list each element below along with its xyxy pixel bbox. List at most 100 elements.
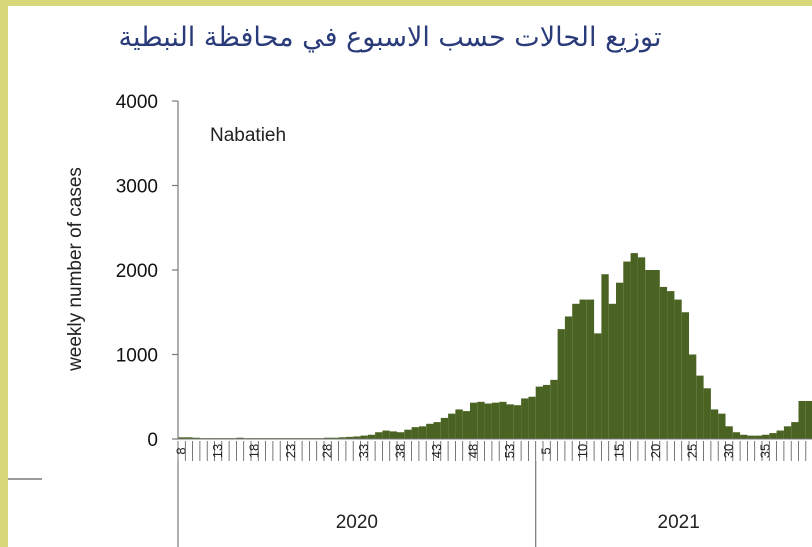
bar: [338, 437, 346, 439]
bar: [696, 375, 704, 439]
bar: [433, 422, 441, 439]
bar: [703, 388, 711, 439]
x-week-label: 20: [648, 444, 663, 458]
bar: [637, 257, 646, 439]
bar: [236, 437, 244, 439]
bar: [550, 379, 558, 439]
x-week-label: 18: [247, 444, 262, 458]
bar: [674, 299, 682, 439]
bar: [470, 402, 478, 439]
bar: [586, 299, 595, 439]
x-week-label: 43: [429, 444, 444, 458]
y-tick-label: 3000: [116, 177, 158, 198]
bar: [477, 401, 485, 439]
bar: [762, 434, 770, 439]
y-tick-label: 0: [147, 430, 158, 451]
x-week-label: 48: [466, 444, 481, 458]
bar: [506, 404, 514, 439]
x-week-label: 23: [283, 444, 298, 458]
bar: [557, 329, 565, 439]
y-tick-label: 4000: [116, 92, 158, 113]
bar: [462, 411, 470, 439]
bar: [564, 316, 573, 439]
x-week-label: 30: [721, 444, 736, 458]
bar: [360, 435, 368, 439]
bar: [791, 422, 799, 439]
x-week-label: 5: [539, 447, 554, 454]
x-week-label: 28: [320, 444, 335, 458]
x-week-label: 25: [685, 444, 700, 458]
x-week-label: 35: [758, 444, 773, 458]
bar: [375, 432, 383, 439]
bar: [601, 274, 609, 439]
bar: [732, 432, 741, 439]
bar: [331, 437, 339, 439]
bar: [725, 426, 733, 439]
bar: [411, 427, 419, 439]
bar: [324, 437, 332, 439]
dash-mark: [8, 478, 42, 480]
bar: [754, 435, 762, 439]
bar: [418, 426, 427, 439]
x-week-label: 38: [393, 444, 408, 458]
bar: [382, 430, 390, 439]
bar: [623, 261, 631, 439]
x-week-label: 15: [612, 444, 627, 458]
bar: [367, 434, 376, 439]
y-tick-label: 1000: [116, 346, 158, 367]
bar: [440, 417, 449, 439]
bar: [681, 312, 689, 439]
x-week-label: 8: [174, 447, 189, 454]
bar: [776, 430, 784, 439]
year-label: 2021: [658, 512, 700, 533]
bar: [353, 436, 361, 439]
bar: [805, 400, 812, 439]
bar: [404, 429, 412, 439]
bar: [579, 299, 587, 439]
bar: [689, 354, 697, 439]
bar: [740, 434, 748, 439]
bar: [345, 436, 354, 439]
bar: [455, 409, 463, 439]
bar: [710, 409, 719, 439]
bar: [572, 303, 580, 439]
bar: [491, 402, 500, 439]
chart-title: توزيع الحالات حسب الاسبوع في محافظة النب…: [118, 22, 662, 53]
bar: [659, 286, 668, 439]
bar: [543, 384, 551, 439]
bar: [769, 433, 777, 439]
bar: [783, 426, 792, 439]
bar: [645, 270, 653, 439]
bar: [192, 437, 200, 439]
year-label: 2020: [336, 512, 378, 533]
bar: [499, 401, 507, 439]
bar: [521, 398, 529, 439]
bar: [594, 333, 602, 439]
bar: [667, 291, 675, 439]
bar: [630, 253, 638, 439]
bar: [652, 270, 660, 439]
y-tick-label: 2000: [116, 261, 158, 282]
bar: [389, 431, 397, 439]
bar: [535, 386, 543, 439]
bar: [448, 413, 456, 439]
x-week-label: 10: [575, 444, 590, 458]
chart-annotation: Nabatieh: [210, 125, 286, 146]
bar: [484, 403, 492, 439]
x-week-label: 53: [502, 444, 517, 458]
bar: [798, 400, 806, 439]
bar: [528, 396, 536, 439]
bar: [178, 437, 186, 439]
bar: [747, 435, 755, 439]
bar: [718, 413, 726, 439]
bar: [608, 303, 616, 439]
bar: [513, 405, 522, 439]
x-week-label: 33: [356, 444, 371, 458]
bar: [185, 437, 193, 439]
x-week-label: 13: [210, 444, 225, 458]
bar: [426, 423, 434, 439]
bar: [616, 282, 624, 439]
bar: [397, 432, 405, 439]
